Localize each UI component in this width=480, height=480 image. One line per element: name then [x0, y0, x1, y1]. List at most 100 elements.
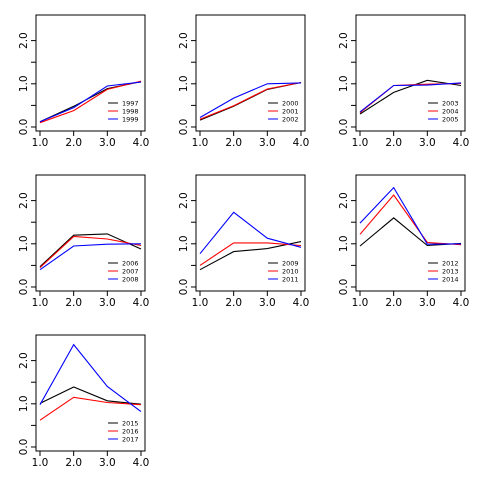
legend-label: 2004 — [442, 107, 459, 115]
x-tick-label: 3.0 — [99, 457, 116, 469]
series-line-2014 — [359, 186, 462, 245]
x-tick-label: 3.0 — [419, 297, 436, 309]
series-line-2003 — [359, 79, 462, 115]
legend-label: 1998 — [122, 107, 139, 115]
series-line-2006 — [39, 233, 142, 268]
plot-frame — [195, 174, 306, 292]
legend-label: 2010 — [282, 267, 299, 275]
series-line-2011 — [199, 211, 302, 255]
legend-label: 2005 — [442, 115, 459, 123]
x-tick-label: 2.0 — [385, 297, 402, 309]
series-line-2010 — [199, 242, 302, 266]
plot-frame — [195, 14, 306, 132]
series-line-2001 — [199, 81, 302, 120]
x-tick-label: 2.0 — [65, 297, 82, 309]
x-tick-label: 4.0 — [133, 137, 150, 149]
y-tick-label: 0.0 — [18, 439, 30, 456]
x-tick-label: 3.0 — [259, 297, 276, 309]
series-line-1999 — [39, 81, 142, 123]
legend-label: 2013 — [442, 267, 459, 275]
y-tick-label: 2.0 — [338, 32, 350, 49]
y-tick-label: 2.0 — [178, 32, 190, 49]
legend-label: 2003 — [442, 99, 459, 107]
y-tick-label: 2.0 — [18, 352, 30, 369]
y-tick-label: 0.0 — [338, 279, 350, 296]
legend-label: 2011 — [282, 275, 299, 283]
plot-frame — [35, 174, 146, 292]
y-tick-label: 1.0 — [18, 395, 30, 412]
x-tick-label: 1.0 — [352, 137, 369, 149]
y-tick-label: 0.0 — [338, 119, 350, 136]
legend-label: 2015 — [122, 419, 139, 427]
series-line-2005 — [359, 82, 462, 113]
y-tick-label: 1.0 — [178, 235, 190, 252]
x-tick-label: 1.0 — [192, 137, 209, 149]
y-tick-label: 1.0 — [338, 235, 350, 252]
y-tick-label: 2.0 — [178, 192, 190, 209]
x-tick-label: 2.0 — [385, 137, 402, 149]
legend-label: 2000 — [282, 99, 299, 107]
x-tick-label: 4.0 — [453, 137, 470, 149]
y-tick-label: 0.0 — [178, 279, 190, 296]
x-tick-label: 4.0 — [133, 457, 150, 469]
legend-label: 1997 — [122, 99, 139, 107]
series-line-2007 — [39, 235, 142, 269]
y-tick-label: 1.0 — [18, 75, 30, 92]
y-tick-label: 2.0 — [18, 192, 30, 209]
plot-frame — [355, 14, 466, 132]
x-tick-label: 2.0 — [65, 457, 82, 469]
y-tick-label: 0.0 — [18, 119, 30, 136]
y-tick-label: 1.0 — [178, 75, 190, 92]
plot-frame — [35, 334, 146, 452]
series-line-2016 — [39, 396, 142, 421]
x-tick-label: 4.0 — [293, 137, 310, 149]
x-tick-label: 1.0 — [32, 457, 49, 469]
x-tick-label: 3.0 — [99, 297, 116, 309]
x-tick-label: 4.0 — [293, 297, 310, 309]
x-tick-label: 1.0 — [352, 297, 369, 309]
legend-label: 2008 — [122, 275, 139, 283]
x-tick-label: 1.0 — [192, 297, 209, 309]
series-line-2017 — [39, 343, 142, 413]
legend-label: 2016 — [122, 427, 139, 435]
legend-label: 2009 — [282, 259, 299, 267]
legend-label: 2014 — [442, 275, 459, 283]
x-tick-label: 2.0 — [225, 297, 242, 309]
x-tick-label: 1.0 — [32, 297, 49, 309]
x-tick-label: 3.0 — [259, 137, 276, 149]
y-tick-label: 0.0 — [178, 119, 190, 136]
x-tick-label: 3.0 — [419, 137, 436, 149]
plot-frame — [35, 14, 146, 132]
y-tick-label: 2.0 — [338, 192, 350, 209]
series-line-2015 — [39, 386, 142, 405]
y-tick-label: 1.0 — [338, 75, 350, 92]
legend-label: 2007 — [122, 267, 139, 275]
x-tick-label: 2.0 — [225, 137, 242, 149]
series-line-2012 — [359, 217, 462, 247]
x-tick-label: 4.0 — [453, 297, 470, 309]
y-tick-label: 0.0 — [18, 279, 30, 296]
legend-label: 1999 — [122, 115, 139, 123]
series-line-2008 — [39, 243, 142, 271]
y-tick-label: 2.0 — [18, 32, 30, 49]
legend-label: 2002 — [282, 115, 299, 123]
series-line-2002 — [199, 82, 302, 118]
y-tick-label: 1.0 — [18, 235, 30, 252]
x-tick-label: 4.0 — [133, 297, 150, 309]
series-line-2013 — [359, 194, 462, 246]
x-tick-label: 3.0 — [99, 137, 116, 149]
x-tick-label: 2.0 — [65, 137, 82, 149]
legend-label: 2017 — [122, 435, 139, 443]
series-line-1998 — [39, 80, 142, 124]
legend-label: 2001 — [282, 107, 299, 115]
plot-frame — [355, 174, 466, 292]
legend-label: 2012 — [442, 259, 459, 267]
